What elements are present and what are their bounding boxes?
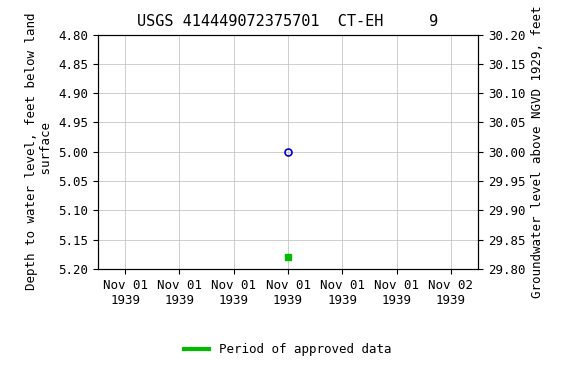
Title: USGS 414449072375701  CT-EH     9: USGS 414449072375701 CT-EH 9 xyxy=(138,14,438,29)
Y-axis label: Depth to water level, feet below land
 surface: Depth to water level, feet below land su… xyxy=(25,13,52,290)
Legend: Period of approved data: Period of approved data xyxy=(179,338,397,361)
Y-axis label: Groundwater level above NGVD 1929, feet: Groundwater level above NGVD 1929, feet xyxy=(531,5,544,298)
